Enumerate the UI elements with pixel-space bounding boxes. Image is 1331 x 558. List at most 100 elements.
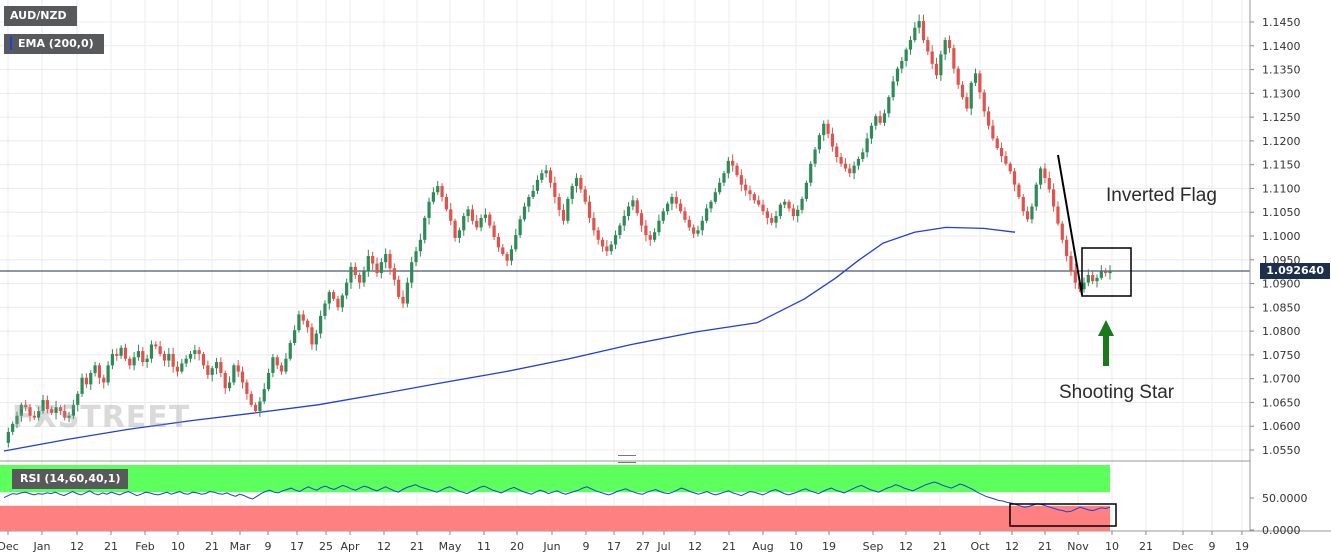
ema-label: EMA (200,0) (18, 37, 94, 50)
candle-body (245, 382, 249, 394)
candle-body (219, 362, 223, 373)
candle-body (327, 292, 331, 304)
candle-body (930, 51, 934, 64)
candle-body (852, 165, 856, 174)
price-tick-label: 1.1050 (1262, 206, 1301, 219)
current-price-badge: 1.092640 (1260, 263, 1330, 279)
candle-body (106, 365, 110, 383)
candle-body (462, 216, 466, 231)
rsi-overbought-zone (0, 465, 1110, 493)
candle-body (1039, 168, 1043, 185)
candle-body (470, 209, 475, 221)
candle-body (54, 407, 58, 413)
candle-body (1030, 206, 1034, 220)
candle-body (1086, 274, 1090, 283)
panel-resize-handle[interactable] (618, 455, 636, 463)
time-tick-label: Dec (0, 540, 19, 553)
candle-body (414, 251, 418, 263)
candle-body (201, 353, 206, 366)
time-tick-label: Oct (970, 540, 990, 553)
candle-body (579, 177, 583, 190)
candle-body (796, 209, 800, 217)
time-tick-label: Nov (1067, 540, 1089, 553)
price-tick-label: 1.0600 (1262, 420, 1301, 433)
price-tick-label: 1.1150 (1262, 159, 1301, 172)
candle-body (353, 266, 357, 275)
candle-body (1095, 277, 1099, 282)
candle-body (1021, 197, 1025, 212)
rsi-label: RSI (14,60,40,1) (20, 472, 121, 485)
candle-body (371, 255, 375, 264)
candle-body (713, 192, 717, 202)
candle-body (227, 382, 232, 389)
rsi-tag[interactable]: RSI (14,60,40,1) (12, 469, 129, 489)
candle-body (765, 211, 769, 218)
price-tick-label: 1.1100 (1262, 182, 1301, 195)
time-tick-label: 21 (410, 540, 424, 553)
time-tick-label: 9 (1209, 540, 1216, 553)
candle-body (76, 393, 80, 405)
candle-body (102, 377, 106, 383)
candle-body (900, 60, 904, 69)
ema-tag[interactable]: EMA (200,0) (4, 34, 104, 54)
time-tick-label: Aug (752, 540, 773, 553)
candle-body (913, 27, 917, 41)
time-tick-label: 27 (636, 540, 650, 553)
flag-box (1081, 247, 1132, 297)
candle-body (986, 111, 991, 126)
candle-body (310, 327, 314, 345)
candle-body (1091, 274, 1095, 282)
candle-body (1099, 271, 1103, 278)
candle-body (297, 314, 301, 331)
candle-body (449, 209, 453, 221)
candle-body (652, 232, 657, 240)
time-tick-label: 25 (319, 540, 333, 553)
current-price-label: 1.092640 (1266, 264, 1324, 277)
time-tick-label: 21 (205, 540, 219, 553)
time-tick-label: Jul (656, 540, 670, 553)
candle-body (141, 351, 145, 363)
candle-body (683, 211, 687, 220)
candle-body (700, 220, 704, 231)
candle-body (379, 262, 383, 274)
candle-body (180, 363, 184, 372)
ema-line-layer (3, 226, 1016, 452)
price-tick-label: 1.0550 (1262, 444, 1301, 457)
candle-body (557, 197, 561, 210)
candle-body (223, 372, 227, 389)
candle-body (345, 282, 349, 296)
candle-body (904, 49, 908, 61)
candle-body (488, 214, 492, 226)
watermark-logo: FXSTREET (12, 400, 191, 435)
candle-body (882, 113, 887, 123)
candle-body (600, 239, 605, 247)
candle-body (1043, 168, 1047, 178)
candle-body (522, 206, 527, 220)
inverted-flag-annotation: Inverted Flag (1106, 185, 1217, 206)
price-tick-label: 1.1300 (1262, 87, 1301, 100)
candle-body (921, 21, 926, 41)
candle-body (249, 393, 253, 405)
candle-body (696, 230, 700, 234)
candle-body (535, 179, 540, 191)
candle-body (622, 216, 626, 226)
candle-body (770, 217, 774, 223)
candle-body (388, 254, 392, 269)
candle-body (440, 186, 444, 198)
candle-body (332, 292, 336, 299)
candle-body (609, 244, 613, 252)
time-axis: Dec Jan 12 21 Feb 10 21 Mar 9 17 25 Apr 12 21 May 11 20 J… (0, 531, 1249, 553)
candle-body (206, 365, 210, 375)
candle-body (973, 73, 978, 83)
time-tick-label: Mar (230, 540, 251, 553)
candle-body (314, 333, 318, 345)
candle-body (336, 298, 340, 308)
candle-body (761, 204, 765, 212)
candle-body (436, 186, 440, 193)
time-tick-label: Feb (135, 540, 154, 553)
candle-body (444, 197, 448, 210)
candle-body (835, 146, 839, 158)
time-tick-label: 20 (510, 540, 524, 553)
candle-body (943, 40, 947, 55)
